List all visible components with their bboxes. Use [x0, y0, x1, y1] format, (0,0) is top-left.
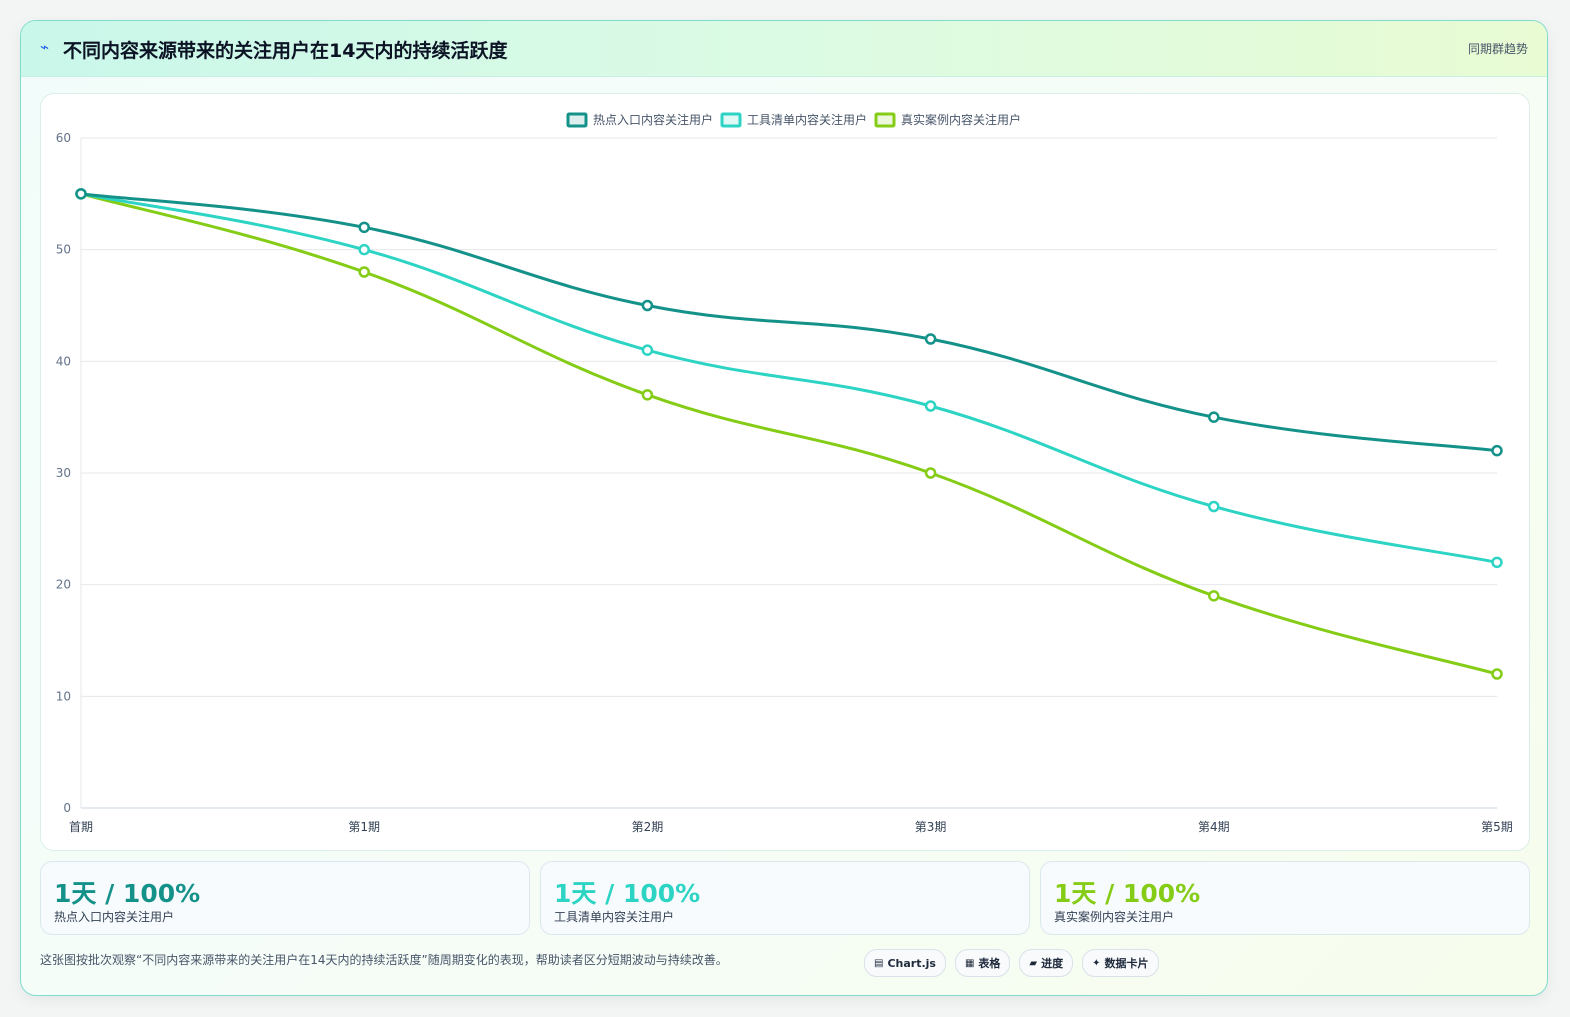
chip-label: Chart.js	[887, 956, 936, 970]
page-title: 不同内容来源带来的关注用户在14天内的持续活跃度	[63, 40, 508, 62]
table-icon: ▦	[964, 957, 975, 969]
stat-value: 1天 / 100%	[54, 879, 201, 908]
legend-swatch[interactable]	[874, 112, 896, 128]
data-point[interactable]	[75, 188, 87, 200]
stat-card-tools: 1天 / 100% 工具清单内容关注用户	[540, 861, 1030, 935]
legend-label[interactable]: 工具清单内容关注用户	[747, 112, 867, 127]
data-point[interactable]	[641, 344, 654, 356]
data-point[interactable]	[924, 400, 937, 412]
chip-chartjs[interactable]: ▤ Chart.js	[864, 949, 946, 977]
legend-swatch[interactable]	[720, 112, 742, 128]
series-line-2	[79, 192, 1499, 676]
progress-icon: ▰	[1029, 957, 1038, 969]
data-point[interactable]	[1491, 556, 1503, 569]
y-tick-label: 40	[56, 354, 71, 368]
chart-container: 0 10 20 30 40 50 60 首期 第1期 第2期 第3期 第4期 第5期 热点入口内容关注用户…	[40, 93, 1530, 851]
chip-label: 进度	[1041, 957, 1064, 970]
data-point[interactable]	[1491, 444, 1503, 457]
line-chart: 0 10 20 30 40 50 60 首期 第1期 第2期 第3期 第4期 第5期 热点入口内容关注用户…	[56, 112, 1513, 834]
data-point[interactable]	[1208, 590, 1220, 602]
data-point[interactable]	[358, 221, 370, 234]
stat-card-hot: 1天 / 100% 热点入口内容关注用户	[40, 861, 530, 935]
stat-value: 1天 / 100%	[1054, 879, 1201, 908]
chip-label: 数据卡片	[1104, 957, 1149, 970]
feature-chips: ▤ Chart.js ▦ 表格 ▰ 进度 ✦ 数据卡片	[864, 949, 1159, 977]
chip-progress[interactable]: ▰ 进度	[1019, 949, 1074, 977]
chip-label: 表格	[978, 957, 1001, 970]
y-tick-label: 50	[56, 243, 71, 257]
chart-description: 这张图按批次观察“不同内容来源带来的关注用户在14天内的持续活跃度”随周期变化的…	[40, 953, 728, 967]
trend-label: 同期群趋势	[1467, 42, 1528, 56]
data-point[interactable]	[924, 333, 937, 345]
y-tick-label: 60	[56, 131, 71, 145]
y-tick-label: 30	[56, 466, 71, 480]
stat-value: 1天 / 100%	[554, 879, 701, 908]
y-tick-label: 20	[56, 578, 71, 592]
data-point[interactable]	[924, 467, 937, 479]
lightning-icon: ⌁	[40, 38, 50, 56]
data-point[interactable]	[358, 243, 370, 256]
data-point[interactable]	[358, 266, 370, 278]
x-tick-label: 首期	[69, 820, 93, 834]
stat-card-cases: 1天 / 100% 真实案例内容关注用户	[1040, 861, 1530, 935]
sparkle-icon: ✦	[1092, 957, 1101, 969]
stat-label: 工具清单内容关注用户	[554, 910, 675, 924]
x-tick-label: 第1期	[348, 820, 380, 834]
card-header: ⌁ 不同内容来源带来的关注用户在14天内的持续活跃度 同期群趋势	[21, 21, 1547, 77]
stat-label: 真实案例内容关注用户	[1054, 910, 1175, 924]
stat-label: 热点入口内容关注用户	[54, 910, 175, 924]
chart-card: ⌁ 不同内容来源带来的关注用户在14天内的持续活跃度 同期群趋势 0 10 20 30…	[20, 20, 1548, 996]
chart-icon: ▤	[874, 957, 884, 969]
x-tick-label: 第5期	[1481, 820, 1513, 834]
data-point[interactable]	[1208, 411, 1220, 423]
chip-data-card[interactable]: ✦ 数据卡片	[1082, 949, 1159, 977]
data-point[interactable]	[641, 299, 654, 312]
series-line-0	[79, 192, 1499, 453]
legend-label[interactable]: 热点入口内容关注用户	[593, 112, 713, 127]
chip-table[interactable]: ▦ 表格	[954, 949, 1011, 977]
y-tick-label: 10	[56, 689, 71, 703]
series-line-1	[79, 192, 1499, 564]
legend-swatch[interactable]	[566, 112, 588, 128]
legend-label[interactable]: 真实案例内容关注用户	[901, 112, 1021, 127]
data-point[interactable]	[1208, 500, 1220, 513]
x-tick-label: 第2期	[632, 820, 664, 834]
data-point[interactable]	[1491, 668, 1503, 680]
x-tick-label: 第4期	[1198, 820, 1230, 834]
x-tick-label: 第3期	[915, 820, 947, 834]
data-point[interactable]	[641, 389, 654, 401]
y-tick-label: 0	[63, 801, 71, 815]
